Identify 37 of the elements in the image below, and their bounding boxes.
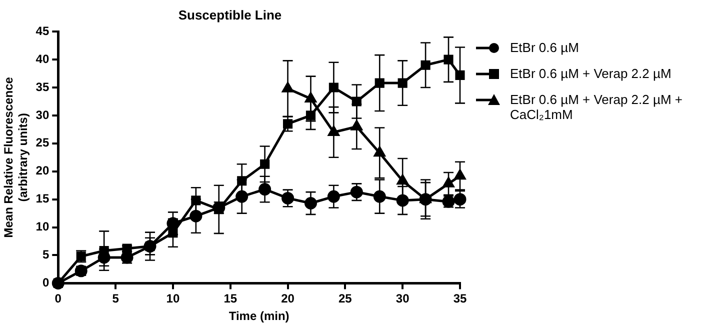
legend-label: EtBr 0.6 µM + Verap 2.2 µM + CaCl₂1mM [510,92,684,122]
y-tick-label: 5 [42,248,50,262]
x-tick-label: 10 [166,292,180,306]
x-tick-label: 0 [54,292,62,306]
point [420,60,430,70]
point [328,82,338,92]
point [306,110,316,120]
x-axis-title: Time (min) [228,309,290,324]
y-tick-label: 25 [36,136,50,150]
point [282,82,294,92]
y-tick-label: 30 [36,108,50,122]
point [455,70,465,80]
x-tick-label: 25 [338,292,352,306]
point [419,193,432,206]
y-tick-label: 45 [36,24,50,38]
x-tick-label: 30 [396,292,410,306]
point [397,174,408,185]
point [444,54,454,64]
x-tick-label: 15 [224,292,238,306]
point [454,193,466,206]
x-tick-label: 20 [281,292,295,306]
legend-label: EtBr 0.6 µM + Verap 2.2 µM [510,66,672,81]
y-tick-label: 35 [36,80,50,94]
legend-label: EtBr 0.6 µM [510,40,579,55]
y-tick-label: 15 [36,192,50,206]
y-tick-label: 10 [36,220,50,234]
chart-title: Susceptible Line [178,7,282,22]
y-axis-title: Mean Relative Fluorescence (arbitrary units) [2,76,30,238]
y-tick-label: 0 [42,276,50,290]
y-tick-label: 20 [36,164,50,178]
point [442,177,454,188]
point [351,120,362,130]
point [398,78,408,88]
x-tick-label: 5 [112,292,120,306]
point [454,170,466,180]
x-tick-label: 35 [453,292,467,306]
y-tick-label: 40 [36,52,50,66]
